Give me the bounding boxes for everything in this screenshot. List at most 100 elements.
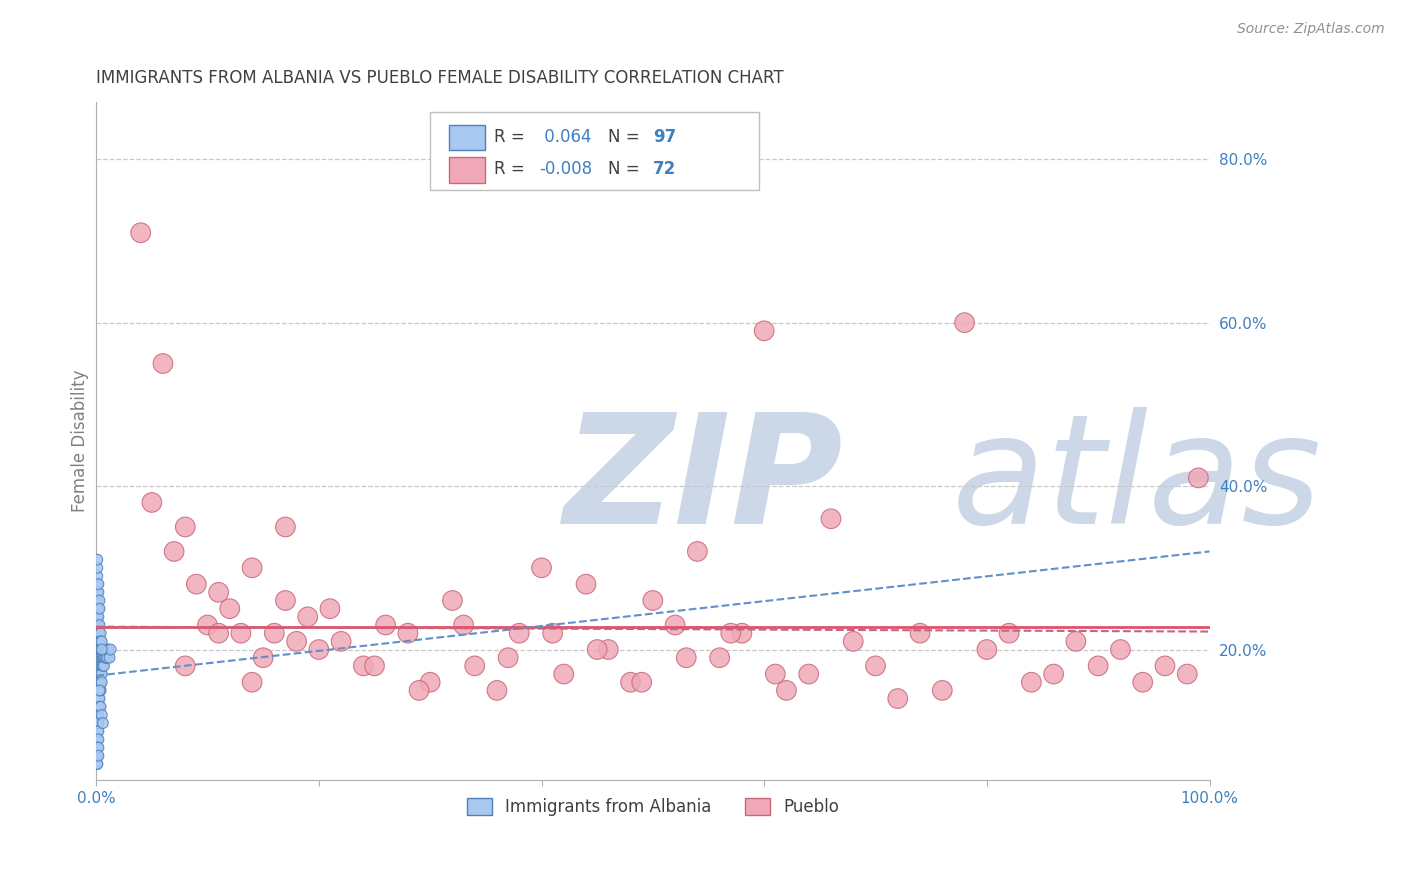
Text: 97: 97 <box>652 128 676 146</box>
Point <box>87 699 110 714</box>
Point <box>731 626 754 640</box>
Point <box>87 707 110 722</box>
Text: 72: 72 <box>652 160 676 178</box>
Point <box>1109 642 1132 657</box>
Point <box>720 626 742 640</box>
Point <box>86 561 108 575</box>
Point <box>508 626 530 640</box>
Point <box>90 683 112 698</box>
Point <box>820 512 842 526</box>
Text: IMMIGRANTS FROM ALBANIA VS PUEBLO FEMALE DISABILITY CORRELATION CHART: IMMIGRANTS FROM ALBANIA VS PUEBLO FEMALE… <box>96 69 783 87</box>
Point <box>89 626 111 640</box>
Point <box>89 650 111 665</box>
Point <box>94 650 117 665</box>
Point <box>908 626 931 640</box>
Point <box>87 626 110 640</box>
Point <box>441 593 464 607</box>
Point <box>976 642 998 657</box>
Point <box>1187 471 1209 485</box>
Point <box>1087 659 1109 673</box>
Point <box>90 626 112 640</box>
Point <box>87 642 110 657</box>
Point <box>87 601 110 615</box>
Point <box>86 577 108 591</box>
Point <box>186 577 208 591</box>
Point <box>330 634 353 648</box>
Point <box>297 610 319 624</box>
Point <box>575 577 598 591</box>
Point <box>931 683 953 698</box>
Point <box>363 659 385 673</box>
Point <box>163 544 186 558</box>
Point <box>90 642 112 657</box>
Point <box>91 716 114 731</box>
Point <box>89 699 111 714</box>
Point <box>240 675 263 690</box>
Point <box>90 634 112 648</box>
Point <box>89 675 111 690</box>
Point <box>208 585 231 599</box>
Point <box>96 642 118 657</box>
Point <box>1132 675 1154 690</box>
Point <box>530 561 553 575</box>
Point <box>90 699 112 714</box>
Point <box>842 634 865 648</box>
Point <box>374 618 396 632</box>
Point <box>87 724 110 739</box>
Point <box>86 732 108 747</box>
Point <box>408 683 430 698</box>
Point <box>396 626 419 640</box>
Y-axis label: Female Disability: Female Disability <box>72 370 89 512</box>
Point <box>90 707 112 722</box>
Point <box>86 699 108 714</box>
Point <box>86 659 108 673</box>
Point <box>686 544 709 558</box>
Text: N =: N = <box>609 128 645 146</box>
Point <box>91 642 114 657</box>
Point <box>86 748 108 763</box>
Point <box>586 642 609 657</box>
Point <box>86 667 108 681</box>
Text: ZIP: ZIP <box>564 408 844 557</box>
Point <box>86 642 108 657</box>
Point <box>419 675 441 690</box>
Point <box>86 634 108 648</box>
Point <box>87 667 110 681</box>
Point <box>763 667 786 681</box>
Point <box>87 675 110 690</box>
Text: -0.008: -0.008 <box>540 160 592 178</box>
Point <box>89 618 111 632</box>
Point <box>90 642 112 657</box>
Point <box>86 585 108 599</box>
Point <box>89 683 111 698</box>
Point <box>197 618 219 632</box>
Point <box>87 634 110 648</box>
Point <box>87 618 110 632</box>
Point <box>1154 659 1177 673</box>
Text: R =: R = <box>494 160 530 178</box>
Point <box>93 659 115 673</box>
Point <box>87 650 110 665</box>
Text: Source: ZipAtlas.com: Source: ZipAtlas.com <box>1237 22 1385 37</box>
Point <box>89 634 111 648</box>
Point <box>86 552 108 566</box>
Point <box>86 724 108 739</box>
Point <box>675 650 697 665</box>
Point <box>86 650 108 665</box>
Legend: Immigrants from Albania, Pueblo: Immigrants from Albania, Pueblo <box>460 791 845 822</box>
Point <box>464 659 486 673</box>
Point <box>87 659 110 673</box>
Point <box>86 716 108 731</box>
Point <box>86 740 108 755</box>
Point <box>485 683 508 698</box>
Point <box>887 691 910 706</box>
Point <box>87 610 110 624</box>
Point <box>496 650 519 665</box>
Point <box>87 732 110 747</box>
Point <box>218 601 240 615</box>
Point <box>797 667 820 681</box>
Point <box>100 642 122 657</box>
Point <box>754 324 776 338</box>
Point <box>619 675 641 690</box>
Point <box>86 610 108 624</box>
